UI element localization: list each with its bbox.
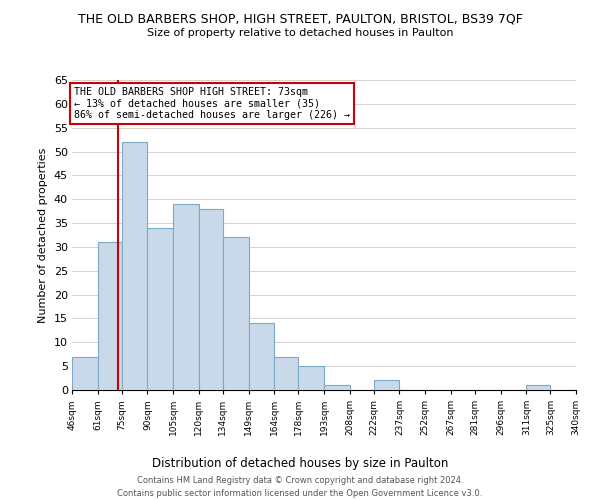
Bar <box>148 228 173 390</box>
Text: THE OLD BARBERS SHOP HIGH STREET: 73sqm
← 13% of detached houses are smaller (35: THE OLD BARBERS SHOP HIGH STREET: 73sqm … <box>74 87 350 120</box>
Bar <box>526 385 550 390</box>
Bar <box>324 385 350 390</box>
Bar <box>72 356 98 390</box>
Bar <box>199 209 223 390</box>
Bar <box>122 142 148 390</box>
Bar <box>374 380 400 390</box>
Text: Distribution of detached houses by size in Paulton: Distribution of detached houses by size … <box>152 458 448 470</box>
Bar <box>223 238 248 390</box>
Bar <box>98 242 122 390</box>
Text: THE OLD BARBERS SHOP, HIGH STREET, PAULTON, BRISTOL, BS39 7QF: THE OLD BARBERS SHOP, HIGH STREET, PAULT… <box>77 12 523 26</box>
Bar <box>173 204 199 390</box>
Text: Size of property relative to detached houses in Paulton: Size of property relative to detached ho… <box>147 28 453 38</box>
Bar <box>298 366 324 390</box>
Bar <box>274 356 298 390</box>
Y-axis label: Number of detached properties: Number of detached properties <box>38 148 48 322</box>
Bar <box>248 323 274 390</box>
Text: Contains HM Land Registry data © Crown copyright and database right 2024.
Contai: Contains HM Land Registry data © Crown c… <box>118 476 482 498</box>
